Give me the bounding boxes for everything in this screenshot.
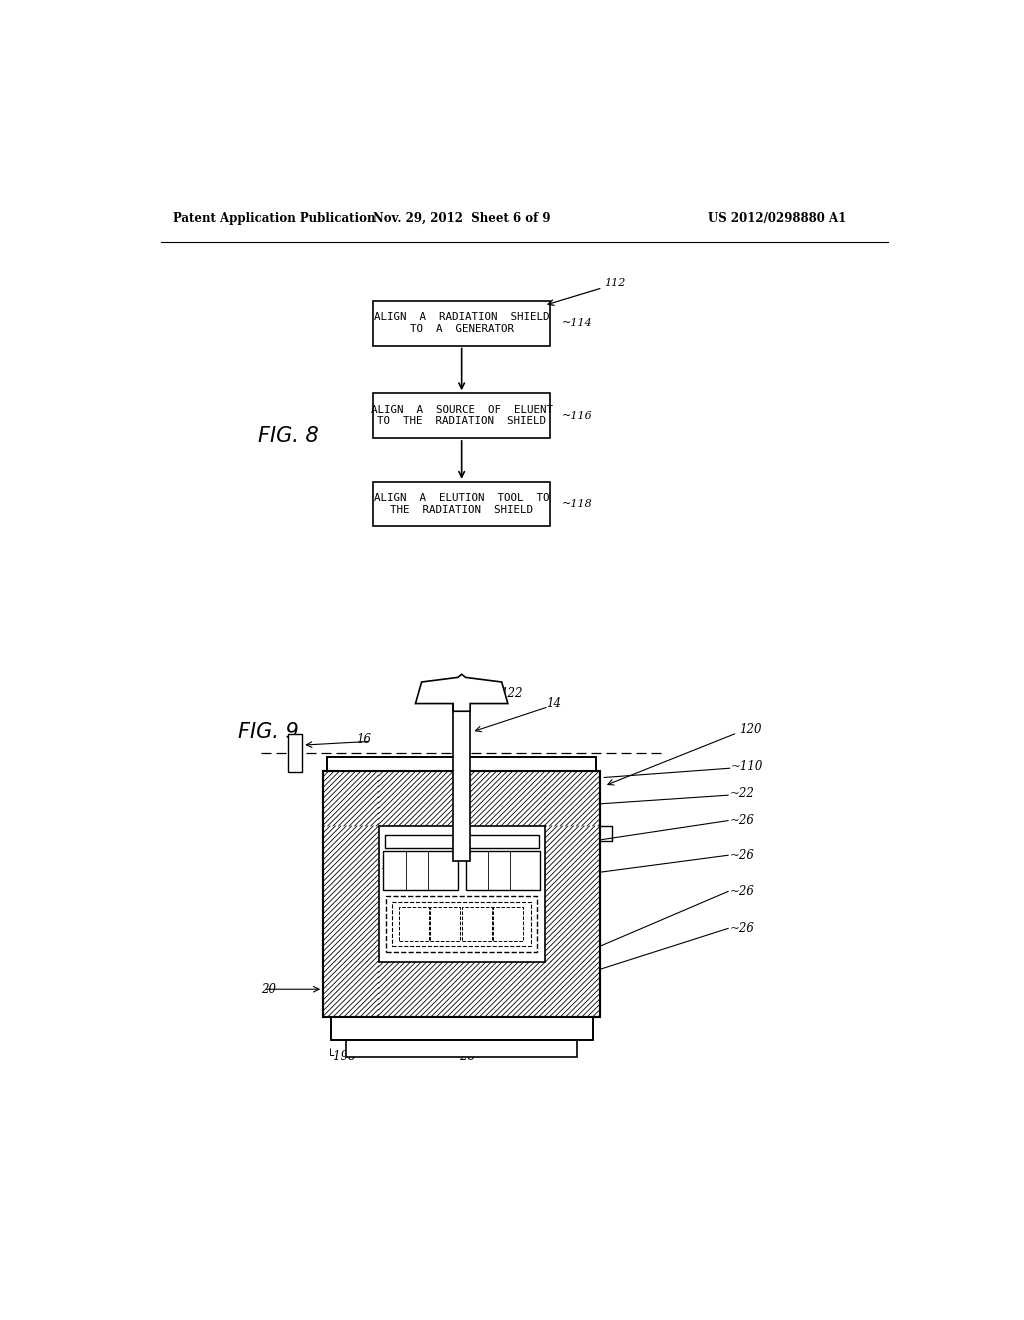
Text: Nov. 29, 2012  Sheet 6 of 9: Nov. 29, 2012 Sheet 6 of 9	[373, 213, 551, 224]
Text: ALIGN  A  RADIATION  SHIELD
TO  A  GENERATOR: ALIGN A RADIATION SHIELD TO A GENERATOR	[374, 313, 550, 334]
Bar	[466, 850, 541, 890]
Text: 20: 20	[261, 982, 276, 995]
Text: └44: └44	[423, 1022, 445, 1035]
Bar	[398, 907, 429, 941]
Bar	[385, 836, 539, 847]
Text: Patent Application Publication: Patent Application Publication	[173, 213, 376, 224]
Bar	[430, 907, 460, 941]
Bar	[346, 1040, 578, 1057]
Text: └28: └28	[454, 1049, 476, 1063]
Text: ALIGN  A  SOURCE  OF  ELUENT
TO  THE  RADIATION  SHIELD: ALIGN A SOURCE OF ELUENT TO THE RADIATIO…	[371, 405, 553, 426]
Bar	[331, 1016, 593, 1040]
Bar	[373, 393, 550, 438]
Text: FIG. 9: FIG. 9	[239, 722, 299, 742]
Text: 14: 14	[547, 697, 561, 710]
Text: ~26: ~26	[730, 814, 755, 828]
Text: ~26: ~26	[730, 921, 755, 935]
Text: ~22: ~22	[730, 787, 755, 800]
Text: 16: 16	[356, 733, 372, 746]
Text: ~26: ~26	[730, 884, 755, 898]
Bar	[331, 1016, 593, 1040]
Bar	[373, 301, 550, 346]
Bar	[373, 482, 550, 527]
Bar	[386, 896, 538, 952]
Text: ~26: ~26	[730, 849, 755, 862]
Bar	[494, 907, 523, 941]
Text: ~114: ~114	[562, 318, 593, 329]
Text: ~110: ~110	[731, 760, 764, 774]
Bar	[462, 907, 492, 941]
Bar	[323, 771, 600, 1016]
Text: 120: 120	[739, 723, 762, 737]
Text: 18: 18	[380, 862, 393, 871]
Text: 112: 112	[604, 279, 626, 288]
Text: 122: 122	[500, 686, 522, 700]
Bar	[289, 734, 302, 772]
Bar	[454, 705, 470, 861]
Bar	[323, 771, 600, 1016]
Text: FIG. 8: FIG. 8	[258, 425, 318, 446]
Bar	[327, 756, 596, 771]
Text: US 2012/0298880 A1: US 2012/0298880 A1	[708, 213, 846, 224]
Text: ~116: ~116	[562, 411, 593, 421]
Text: └198: └198	[327, 1049, 356, 1063]
Text: ~118: ~118	[562, 499, 593, 510]
Bar	[383, 850, 458, 890]
Bar	[392, 903, 531, 946]
Text: ALIGN  A  ELUTION  TOOL  TO
THE  RADIATION  SHIELD: ALIGN A ELUTION TOOL TO THE RADIATION SH…	[374, 494, 550, 515]
Bar	[379, 826, 545, 961]
Bar	[327, 756, 596, 771]
Polygon shape	[416, 675, 508, 711]
